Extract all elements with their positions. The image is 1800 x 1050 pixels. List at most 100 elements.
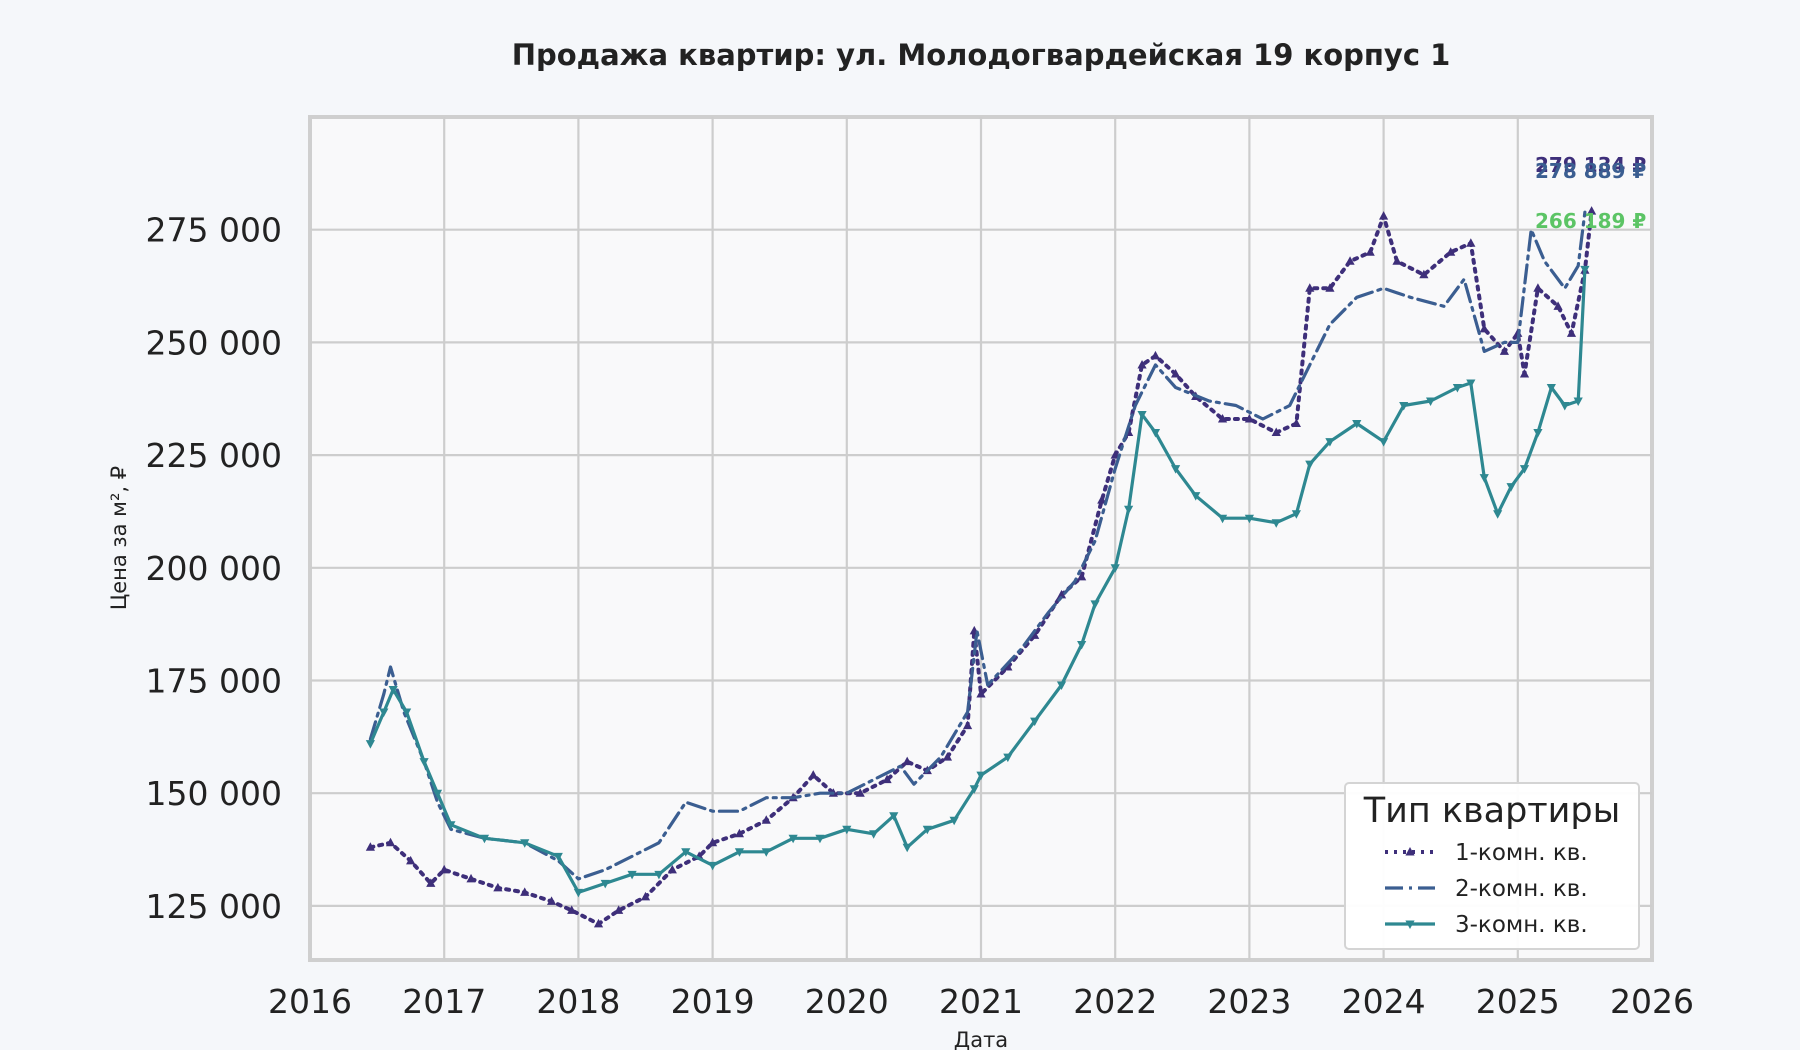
series-point (1345, 256, 1355, 265)
series-point (902, 756, 912, 766)
series-point (1466, 379, 1476, 388)
x-tick-label: 2024 (1342, 982, 1426, 1021)
series-point (614, 905, 624, 914)
tick-labels: 2016 2017 2018 2019 2020 2021 2022 2023 2024 2025… (146, 211, 1694, 1021)
series-point (1560, 402, 1570, 411)
series-point (1271, 427, 1281, 437)
series-point (681, 848, 691, 857)
end-labels: 279 134 ₽278 889 ₽ 266 189 ₽ (1535, 153, 1646, 233)
series-point (1291, 418, 1301, 428)
series-point (815, 834, 825, 844)
series-point (1519, 368, 1530, 378)
series-point (1365, 247, 1375, 256)
series-point (1191, 492, 1201, 501)
series-point (1271, 519, 1281, 528)
series-point (365, 740, 375, 749)
series-3 (365, 265, 1590, 898)
series-point (365, 842, 375, 851)
series-point (379, 708, 389, 718)
series-point (520, 839, 530, 848)
end-label: 278 889 ₽ (1535, 159, 1646, 183)
series-point (439, 864, 449, 874)
y-tick-label: 150 000 (146, 774, 282, 813)
legend-box (1344, 782, 1640, 950)
series-point (1030, 630, 1040, 639)
series-point (553, 852, 563, 862)
series-point (902, 843, 912, 853)
series-point (388, 686, 398, 695)
series-point (1506, 483, 1516, 492)
series-point (1217, 514, 1228, 524)
series-point (1325, 438, 1335, 447)
series-point (1519, 465, 1530, 474)
series-lines (365, 206, 1597, 928)
y-tick-label: 250 000 (146, 323, 282, 362)
x-tick-label: 2025 (1476, 982, 1560, 1021)
series-point (640, 891, 651, 901)
series-point (1305, 283, 1315, 292)
legend-label: 1-комн. кв. (1455, 840, 1588, 866)
series-point (654, 870, 664, 880)
y-tick-label: 175 000 (146, 662, 282, 701)
series-point (922, 825, 932, 835)
series-point (1479, 323, 1489, 333)
x-tick-label: 2026 (1610, 982, 1694, 1021)
series-point (842, 825, 852, 835)
chart-title: Продажа квартир: ул. Молодогвардейская 1… (512, 38, 1451, 72)
series-point (942, 752, 953, 761)
x-tick-label: 2020 (805, 982, 889, 1021)
legend-items: 1-комн. кв. 2-комн. кв. 3-комн. кв. (1385, 840, 1588, 938)
series-point (432, 789, 443, 799)
x-tick-label: 2019 (671, 982, 755, 1021)
series-point (1291, 510, 1301, 519)
series-point (466, 873, 476, 883)
series-point (426, 878, 436, 887)
series-point (1030, 717, 1040, 727)
x-tick-label: 2016 (268, 982, 352, 1021)
series-point (1305, 460, 1315, 470)
series-point (855, 788, 865, 797)
x-axis-label: Дата (954, 1028, 1008, 1050)
series-point (976, 689, 986, 698)
series-point (1244, 414, 1254, 423)
series-point (1493, 510, 1503, 519)
legend-marker (1405, 920, 1415, 929)
series-point (808, 770, 818, 779)
legend-item: 2-комн. кв. (1385, 876, 1588, 902)
series-point (869, 830, 879, 839)
series-point (1003, 753, 1013, 763)
series-point (1097, 495, 1107, 504)
series-point (627, 870, 637, 880)
series-point (1533, 283, 1543, 292)
series-point (1392, 256, 1402, 265)
series-point (1399, 402, 1409, 411)
series-point (882, 774, 892, 784)
series-point (949, 816, 959, 826)
x-tick-label: 2018 (536, 982, 620, 1021)
end-label: 279 134 ₽ (1535, 153, 1646, 177)
y-axis-label: Цена за м², ₽ (107, 466, 131, 610)
series-point (761, 848, 771, 857)
series-point (1150, 429, 1161, 438)
series-point (1553, 301, 1563, 310)
x-tick-label: 2022 (1073, 982, 1157, 1021)
x-tick-label: 2021 (939, 982, 1023, 1021)
x-tick-label: 2017 (402, 982, 486, 1021)
series-point (446, 821, 456, 830)
series-point (1150, 350, 1161, 360)
series-point (600, 879, 610, 889)
series-point (761, 815, 771, 824)
series-point (1580, 265, 1590, 275)
series-point (1479, 474, 1489, 483)
series-point (1244, 514, 1254, 524)
series-point (1077, 571, 1087, 581)
series-point (1056, 681, 1067, 691)
series-point (1137, 411, 1147, 420)
series-point (1077, 640, 1087, 650)
y-tick-label: 225 000 (146, 436, 282, 475)
series-point (1110, 564, 1120, 573)
series-point (567, 905, 577, 914)
series-point (1217, 414, 1228, 423)
series-point (1352, 420, 1362, 429)
